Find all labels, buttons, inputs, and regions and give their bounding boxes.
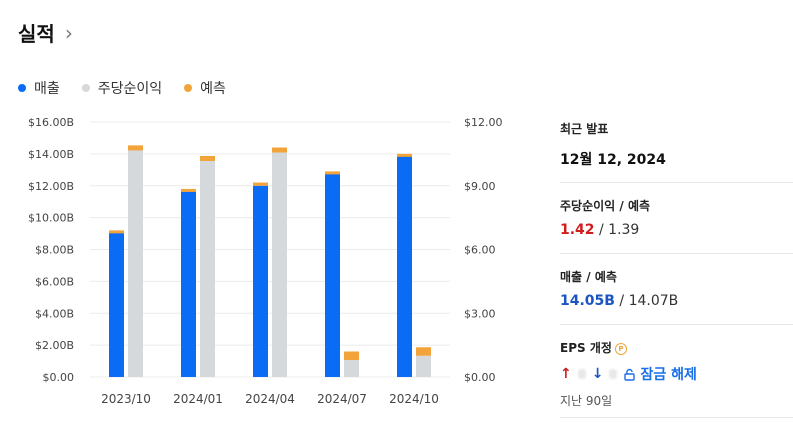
left-tick-label: $14.00B xyxy=(28,148,74,161)
right-tick-label: $0.00 xyxy=(464,371,496,384)
revenue-forecast-marker xyxy=(397,153,412,157)
latest-report-date: 12월 12, 2024 xyxy=(560,152,666,168)
eps-forecast-marker xyxy=(200,156,215,161)
x-tick-label: 2024/04 xyxy=(245,392,295,406)
left-tick-label: $10.00B xyxy=(28,212,74,225)
right-tick-label: $12.00 xyxy=(464,116,503,129)
eps-bar xyxy=(128,149,143,377)
hidden-value-down xyxy=(609,369,618,379)
revenue-bar xyxy=(397,155,412,377)
x-tick-label: 2024/10 xyxy=(389,392,439,406)
revenue-bar xyxy=(109,231,124,377)
right-tick-label: $9.00 xyxy=(464,180,496,193)
unlock-label: 잠금 해제 xyxy=(640,367,697,383)
legend-label-forecast: 예측 xyxy=(200,81,226,97)
revenue-forecast-marker xyxy=(181,188,196,192)
revenue-bar xyxy=(181,190,196,377)
eps-label: 주당순이익 / 예측 xyxy=(560,199,651,213)
left-tick-label: $4.00B xyxy=(35,307,74,320)
earnings-title-link[interactable]: 실적 › xyxy=(18,18,73,47)
left-tick-label: $6.00B xyxy=(35,275,74,288)
legend-dot-revenue xyxy=(18,84,26,92)
lock-icon xyxy=(624,368,636,381)
revenue-bar xyxy=(253,185,268,377)
legend-label-eps: 주당순이익 xyxy=(97,81,163,97)
arrow-down-icon: ↓ xyxy=(591,366,604,382)
x-tick-label: 2023/10 xyxy=(101,392,151,406)
page-title: 실적 xyxy=(18,22,55,46)
left-tick-label: $8.00B xyxy=(35,244,74,257)
eps-bar xyxy=(416,355,431,377)
arrow-up-icon: ↑ xyxy=(560,366,572,382)
x-tick-label: 2024/07 xyxy=(317,392,367,406)
eps-section: 주당순이익 / 예측 1.42 / 1.39 xyxy=(560,197,793,254)
revenue-section: 매출 / 예측 14.05B / 14.07B xyxy=(560,268,793,325)
eps-revision-label: EPS 개정 xyxy=(560,341,612,355)
revenue-values: 14.05B / 14.07B xyxy=(560,293,793,309)
eps-revision-label-row: EPS 개정 P xyxy=(560,339,793,356)
right-tick-label: $3.00 xyxy=(464,307,496,320)
right-tick-label: $6.00 xyxy=(464,244,496,257)
revenue-label: 매출 / 예측 xyxy=(560,270,617,284)
eps-revision-section: EPS 개정 P ↑ ↓ 잠금 해제 지난 90일 xyxy=(560,339,793,418)
chevron-right-icon: › xyxy=(64,20,73,45)
eps-forecast-marker xyxy=(272,147,287,153)
revenue-forecast-marker xyxy=(109,230,124,234)
latest-report-label: 최근 발표 xyxy=(560,122,609,136)
eps-actual: 1.42 xyxy=(560,222,595,238)
eps-bar xyxy=(272,151,287,377)
earnings-summary-panel: 최근 발표 12월 12, 2024 주당순이익 / 예측 1.42 / 1.3… xyxy=(560,120,793,418)
legend-dot-eps xyxy=(81,84,90,92)
left-tick-label: $0.00 xyxy=(43,371,75,384)
hidden-value-up xyxy=(577,369,586,379)
legend-label-revenue: 매출 xyxy=(34,81,60,97)
legend-dot-forecast xyxy=(184,84,193,92)
revenue-forecast: 14.07B xyxy=(628,293,679,309)
eps-forecast-marker xyxy=(416,347,431,356)
eps-bar xyxy=(200,160,215,377)
eps-forecast: 1.39 xyxy=(608,222,640,238)
left-tick-label: $12.00B xyxy=(28,180,74,193)
revision-period: 지난 90일 xyxy=(560,394,613,408)
left-tick-label: $16.00B xyxy=(28,116,74,129)
chart-legend: 매출 주당순이익 예측 xyxy=(18,78,226,98)
x-tick-label: 2024/01 xyxy=(173,392,223,406)
eps-forecast-marker xyxy=(128,145,143,151)
legend-item-revenue: 매출 xyxy=(18,78,60,98)
revenue-forecast-marker xyxy=(253,182,268,186)
legend-item-forecast: 예측 xyxy=(184,78,226,98)
revenue-separator: / xyxy=(614,293,629,309)
revenue-actual: 14.05B xyxy=(560,293,615,309)
eps-bar xyxy=(344,360,359,377)
legend-item-eps: 주당순이익 xyxy=(81,78,163,98)
left-tick-label: $2.00B xyxy=(35,339,74,352)
revenue-bar xyxy=(325,173,340,377)
latest-report-section: 최근 발표 12월 12, 2024 xyxy=(560,120,793,183)
unlock-button[interactable]: 잠금 해제 xyxy=(623,364,697,384)
pro-badge-icon: P xyxy=(614,342,627,355)
eps-values: 1.42 / 1.39 xyxy=(560,222,793,238)
earnings-chart: $16.00B $14.00B $12.00B $10.00B $8.00B $6.00B… xyxy=(28,116,503,406)
eps-revision-row: ↑ ↓ 잠금 해제 xyxy=(560,364,793,384)
revenue-forecast-marker xyxy=(325,171,340,175)
eps-forecast-marker xyxy=(344,351,359,360)
eps-separator: / xyxy=(594,222,609,238)
